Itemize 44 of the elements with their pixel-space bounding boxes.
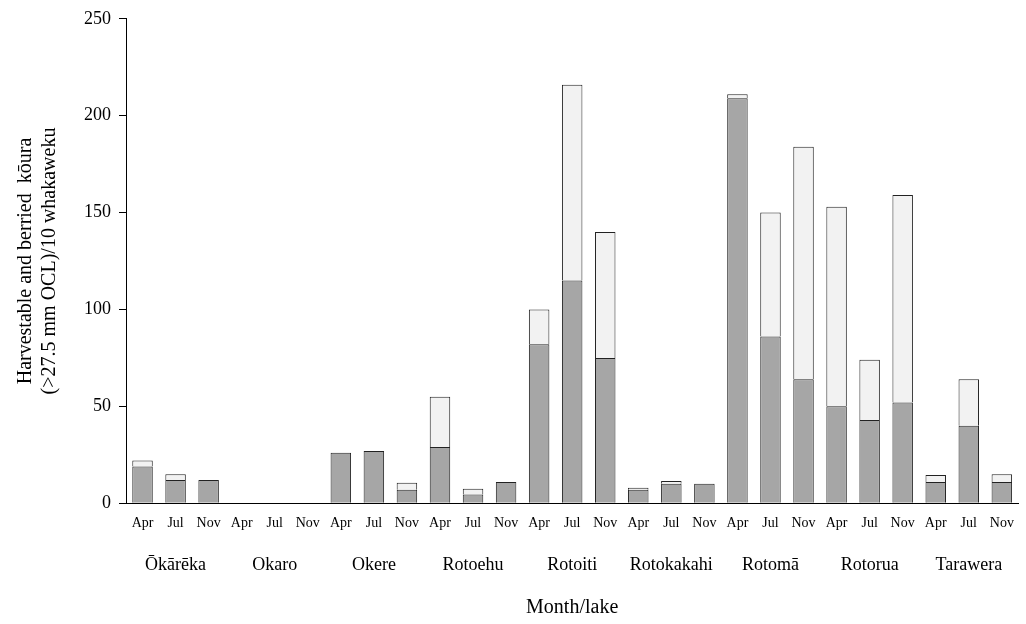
x-tick-label: Apr (429, 515, 452, 531)
x-tick-label: Apr (528, 515, 551, 531)
y-tick-label: 0 (102, 491, 111, 512)
x-tick-label: Jul (266, 515, 283, 531)
x-tick-label: Jul (464, 515, 482, 531)
x-tick-label: Nov (295, 515, 320, 531)
x-axis-title: Month/lake (526, 595, 619, 618)
text: Rotoehu (442, 553, 504, 574)
y-tick-label: 250 (84, 7, 111, 28)
x-tick-label: Nov (989, 515, 1014, 531)
x-tick-label: Apr (230, 515, 253, 531)
x-tick-label: Apr (924, 515, 947, 531)
x-tick-label: Nov (593, 515, 618, 531)
x-tick-label: Jul (365, 515, 383, 531)
text: Rotoiti (547, 553, 598, 574)
y-tick-label: 50 (93, 395, 111, 416)
text: Rotokakahi (629, 553, 713, 574)
x-tick-label: Apr (131, 515, 154, 531)
text: Rotorua (840, 553, 899, 574)
x-tick-label: Jul (663, 515, 680, 531)
text: Tarawera (935, 553, 1003, 574)
text: Ōkārēka (145, 553, 207, 574)
x-tick-label: Apr (329, 515, 353, 531)
x-tick-label: Apr (825, 515, 848, 531)
y-tick-label: 200 (84, 104, 111, 125)
x-tick-label: Jul (564, 515, 581, 531)
x-tick-label: Nov (394, 515, 419, 531)
x-tick-label: Nov (692, 515, 717, 531)
x-tick-label: Nov (890, 515, 915, 531)
x-tick-label: Apr (627, 515, 650, 531)
y-axis-title: Harvestable and berried kōura (>27.5 mm OCL)/10 whakaweku (13, 127, 61, 395)
x-tick-label: Jul (167, 515, 184, 531)
y-tick-label: 100 (84, 298, 111, 319)
x-tick-label: Jul (762, 515, 779, 531)
text: Okere (351, 553, 396, 574)
x-tick-label: Jul (960, 515, 978, 531)
x-tick-label: Jul (861, 515, 878, 531)
x-tick-label: Nov (494, 515, 519, 531)
x-tick-label: Nov (196, 515, 221, 531)
x-tick-label: Apr (726, 515, 749, 531)
text: Rotomā (741, 553, 799, 574)
y-tick-label: 150 (84, 201, 111, 222)
x-tick-label: Nov (791, 515, 816, 531)
text: Okaro (252, 553, 298, 574)
